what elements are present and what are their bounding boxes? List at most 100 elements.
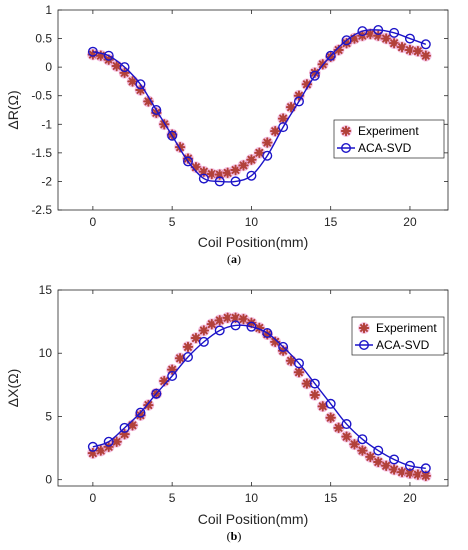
aca-svd-point <box>373 25 384 36</box>
experiment-point <box>254 322 265 334</box>
aca-svd-point <box>214 176 225 187</box>
aca-svd-point <box>293 96 304 107</box>
experiment-point <box>222 312 233 324</box>
aca-svd-point <box>167 130 178 141</box>
aca-svd-point <box>182 156 193 167</box>
aca-svd-point <box>87 441 98 452</box>
experiment-point <box>174 353 186 364</box>
legend-aca-svd-label: ACA-SVD <box>376 338 430 352</box>
experiment-point <box>143 96 154 107</box>
experiment-point <box>254 147 265 159</box>
x-tick-label: 5 <box>169 491 176 505</box>
experiment-point <box>111 436 122 447</box>
experiment-point <box>285 101 297 113</box>
experiment-point <box>373 30 384 41</box>
aca-svd-point <box>246 321 257 332</box>
aca-svd-point <box>87 46 98 57</box>
x-tick-label: 0 <box>90 491 97 505</box>
experiment-point <box>341 37 352 49</box>
x-axis-label: Coil Position(mm) <box>198 234 308 250</box>
plot-area <box>87 312 432 482</box>
caption-close: ) <box>237 252 241 266</box>
aca-svd-point <box>198 173 209 184</box>
aca-svd-line <box>92 29 427 183</box>
aca-svd-point <box>214 325 225 336</box>
panel-caption: (b) <box>227 529 242 543</box>
aca-svd-point <box>151 388 162 399</box>
legend: Experiment ACA-SVD <box>333 119 445 159</box>
experiment-point <box>190 161 202 173</box>
experiment-point <box>230 312 241 324</box>
experiment-point <box>111 60 122 72</box>
experiment-point <box>333 422 344 434</box>
x-tick-label: 5 <box>169 215 176 229</box>
experiment-point <box>420 50 431 61</box>
y-tick-label: 1 <box>45 3 52 17</box>
experiment-point <box>365 451 376 463</box>
y-tick-label: 5 <box>45 409 52 423</box>
aca-svd-point <box>151 104 162 115</box>
aca-svd-point <box>230 176 241 187</box>
aca-svd-point <box>420 39 431 50</box>
experiment-point <box>412 469 424 480</box>
x-axis-label: Coil Position(mm) <box>198 511 308 527</box>
experiment-point <box>135 409 146 421</box>
experiment-point <box>396 466 408 478</box>
y-tick-label: -2 <box>41 174 52 188</box>
experiment-point <box>270 336 281 348</box>
experiment-point <box>333 44 344 56</box>
y-tick-label: 10 <box>39 346 53 360</box>
experiment-point <box>127 76 138 87</box>
caption-open: ( <box>227 529 231 543</box>
experiment-point <box>151 107 162 119</box>
experiment-point <box>309 389 321 401</box>
experiment-point <box>182 341 194 353</box>
aca-svd-point <box>357 26 368 37</box>
experiment-point <box>293 366 305 378</box>
axes-box <box>57 289 449 487</box>
chart-panel-a: 0 5 10 15 20 -2.5 -2 -1.5 -1 -0.5 0 0.5 1 Coil Positi… <box>5 3 449 266</box>
legend-aca-svd-marker <box>341 142 352 153</box>
y-tick-label: 15 <box>39 283 53 297</box>
aca-svd-point <box>404 33 415 44</box>
experiment-point <box>388 37 400 49</box>
experiment-point <box>238 313 249 325</box>
series-aca-svd <box>87 320 431 474</box>
caption-open: ( <box>227 252 231 266</box>
experiment-point <box>182 153 194 164</box>
legend-experiment-label: Experiment <box>376 321 437 335</box>
legend-experiment-marker <box>358 322 370 334</box>
x-tick-label: 10 <box>245 491 259 505</box>
experiment-point <box>325 51 336 63</box>
experiment-point <box>214 169 225 180</box>
aca-svd-point <box>198 336 209 347</box>
legend: Experiment ACA-SVD <box>351 316 445 356</box>
experiment-point <box>301 378 313 389</box>
aca-svd-point <box>103 436 114 447</box>
experiment-point <box>262 329 273 340</box>
experiment-point <box>87 447 99 459</box>
experiment-point <box>246 154 257 165</box>
experiment-point <box>214 315 225 326</box>
aca-svd-point <box>278 341 289 352</box>
experiment-point <box>349 33 360 44</box>
aca-svd-point <box>262 150 273 161</box>
experiment-point <box>325 412 336 423</box>
experiment-point <box>222 167 233 179</box>
aca-svd-point <box>389 454 400 465</box>
aca-svd-point <box>246 170 257 181</box>
experiment-point <box>301 79 313 90</box>
x-tick-label: 15 <box>324 215 338 229</box>
experiment-point <box>103 441 114 452</box>
experiment-point <box>87 49 99 60</box>
experiment-point <box>143 399 154 411</box>
experiment-point <box>190 332 202 344</box>
aca-svd-point <box>420 463 431 474</box>
aca-svd-point <box>103 50 114 61</box>
aca-svd-point <box>357 434 368 445</box>
aca-svd-point <box>182 352 193 363</box>
experiment-point <box>206 168 217 180</box>
experiment-point <box>285 355 297 367</box>
aca-svd-point <box>135 407 146 418</box>
